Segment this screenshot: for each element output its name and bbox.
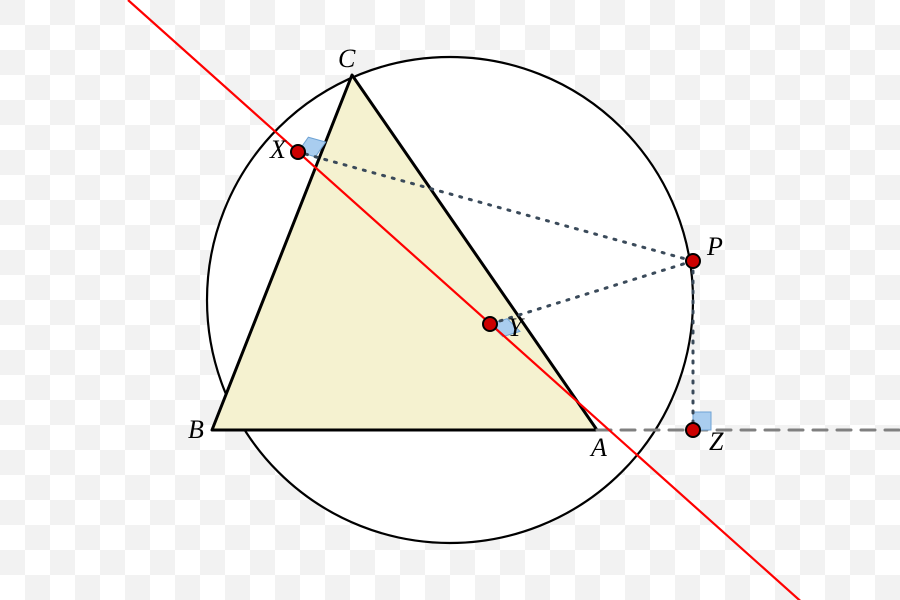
point-x — [291, 145, 305, 159]
label-c: C — [338, 44, 356, 73]
point-y — [483, 317, 497, 331]
point-z — [686, 423, 700, 437]
label-a: A — [589, 433, 607, 462]
label-p: P — [706, 232, 723, 261]
point-p — [686, 254, 700, 268]
label-b: B — [188, 415, 204, 444]
label-y: Y — [508, 313, 525, 342]
label-z: Z — [709, 427, 724, 456]
label-x: X — [269, 135, 287, 164]
